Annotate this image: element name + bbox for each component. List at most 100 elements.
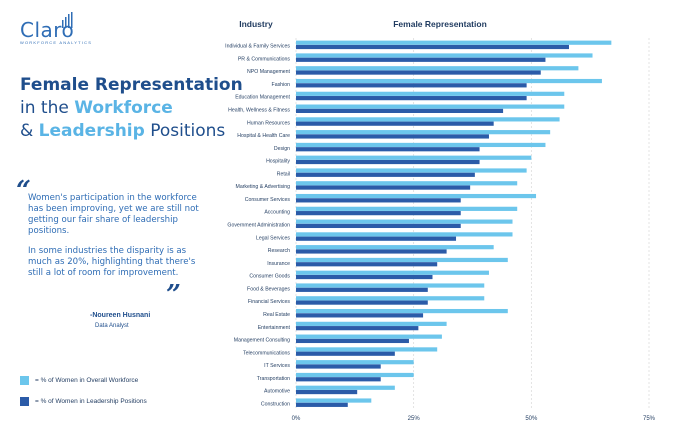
quote-text: Women's participation in the workforce h… — [28, 193, 200, 288]
bar-workforce — [296, 321, 447, 326]
bar-workforce — [296, 385, 395, 390]
bar-leadership — [296, 96, 527, 101]
title-line-2: in the Workforce — [20, 98, 173, 118]
bar-leadership — [296, 70, 541, 75]
bar-leadership — [296, 44, 569, 50]
bar-workforce — [296, 398, 372, 403]
bar-workforce — [296, 245, 494, 250]
bar-workforce — [296, 270, 489, 275]
title-line-1: Female Representation — [20, 75, 243, 95]
category-label: PR & Communications — [238, 56, 291, 62]
bar-leadership — [296, 287, 428, 292]
bar-leadership — [296, 134, 489, 139]
category-label: Entertainment — [258, 325, 291, 331]
bar-leadership — [296, 121, 494, 126]
chart-title: Female Representation — [393, 19, 487, 29]
category-label: IT Services — [264, 363, 290, 369]
bar-leadership — [296, 57, 546, 62]
bar-leadership — [296, 338, 409, 344]
category-label: Fashion — [272, 82, 291, 88]
bar-workforce — [296, 232, 513, 237]
category-label: Retail — [277, 171, 290, 177]
legend-item-leadership: = % of Women in Leadership Positions — [20, 397, 147, 406]
bar-workforce — [296, 283, 485, 288]
category-label: Government Administration — [227, 223, 290, 229]
x-tick-label: 50% — [525, 416, 538, 422]
category-label: Human Resources — [247, 120, 290, 126]
category-label: Legal Services — [256, 235, 290, 241]
bar-leadership — [296, 377, 381, 382]
category-label: Hospitality — [266, 159, 290, 165]
x-tick-label: 25% — [408, 416, 421, 422]
bar-workforce — [296, 257, 508, 263]
industry-header: Industry — [239, 19, 273, 29]
bar-leadership — [296, 108, 504, 113]
category-label: Management Consulting — [234, 338, 290, 344]
bar-workforce — [296, 53, 593, 58]
bar-workforce — [296, 181, 518, 186]
title-line-3: & Leadership Positions — [20, 121, 226, 141]
bar-leadership — [296, 274, 433, 280]
legend-label-leadership: = % of Women in Leadership Positions — [35, 398, 147, 405]
category-label: Transportation — [257, 376, 290, 382]
x-tick-label: 0% — [292, 416, 301, 422]
bar-leadership — [296, 159, 480, 165]
brand-logo: Claro WORKFORCE ANALYTICS — [20, 12, 93, 45]
category-label: Accounting — [264, 210, 290, 216]
category-label: Hospital & Health Care — [237, 133, 290, 139]
category-label: Automotive — [264, 389, 290, 395]
brand-tagline: WORKFORCE ANALYTICS — [20, 40, 93, 45]
quote-author-role: Data Analyst — [95, 323, 129, 329]
bar-leadership — [296, 389, 358, 395]
logo-bars-icon — [62, 12, 73, 28]
category-label: Education Management — [235, 95, 290, 101]
category-label: Financial Services — [248, 299, 290, 305]
category-label: Design — [274, 146, 290, 152]
bar-workforce — [296, 155, 532, 160]
bar-workforce — [296, 296, 485, 301]
category-label: NPO Management — [247, 69, 291, 75]
category-label: Insurance — [267, 261, 290, 267]
bar-workforce — [296, 78, 602, 84]
bar-leadership — [296, 402, 348, 407]
open-quote-icon: “ — [16, 176, 31, 206]
category-label: Food & Beverages — [247, 286, 290, 292]
bar-leadership — [296, 211, 461, 216]
category-label: Consumer Services — [245, 197, 291, 203]
bar-workforce — [296, 372, 414, 378]
legend-item-workforce: = % of Women in Overall Workforce — [20, 376, 138, 385]
bar-leadership — [296, 147, 480, 152]
bar-leadership — [296, 262, 438, 267]
category-label: Individual & Family Services — [225, 44, 290, 50]
bar-workforce — [296, 308, 508, 314]
bar-workforce — [296, 142, 546, 148]
bar-leadership — [296, 185, 471, 190]
bar-leadership — [296, 351, 395, 356]
bar-workforce — [296, 219, 513, 224]
bar-workforce — [296, 193, 537, 199]
legend-swatch-leadership — [20, 397, 29, 406]
category-label: Health, Wellness & Fitness — [228, 108, 290, 114]
bar-leadership — [296, 236, 457, 241]
category-label: Consumer Goods — [249, 274, 290, 280]
bar-leadership — [296, 364, 381, 369]
bar-workforce — [296, 117, 560, 122]
bar-workforce — [296, 334, 442, 339]
category-label: Construction — [261, 401, 290, 407]
bar-workforce — [296, 40, 612, 45]
category-label: Telecommunications — [243, 350, 290, 356]
category-label: Marketing & Advertising — [236, 184, 291, 190]
bar-leadership — [296, 198, 461, 203]
bar-leadership — [296, 172, 475, 177]
page-title: Female Representation in the Workforce &… — [20, 74, 260, 143]
bar-leadership — [296, 326, 419, 331]
bar-workforce — [296, 360, 414, 365]
legend-label-workforce: = % of Women in Overall Workforce — [35, 377, 139, 384]
bar-leadership — [296, 300, 428, 305]
bar-leadership — [296, 83, 527, 88]
bar-workforce — [296, 66, 579, 71]
close-quote-icon: ” — [166, 280, 181, 310]
bar-workforce — [296, 104, 565, 109]
category-label: Research — [268, 248, 290, 254]
